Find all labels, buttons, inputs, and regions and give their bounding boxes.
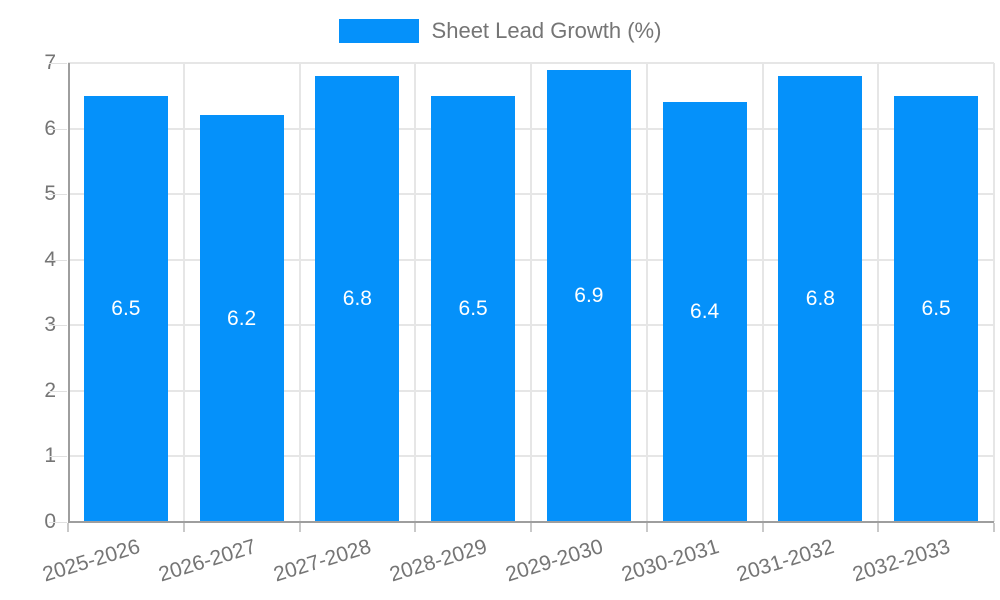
v-gridline [414,63,417,522]
bar[interactable]: 6.9 [546,69,631,522]
v-gridline [298,63,301,522]
x-axis-line [68,521,994,523]
y-axis-label: 4 [12,249,56,270]
y-axis-line [68,63,70,522]
bar[interactable]: 6.4 [662,102,747,522]
y-tick [49,259,67,261]
x-tick [298,523,301,532]
y-tick [49,522,67,523]
y-tick [49,456,67,458]
v-gridline [761,63,764,522]
bar-value-label: 6.5 [458,296,488,320]
v-gridline [993,63,995,522]
x-axis-label: 2030-2031 [618,535,722,587]
plot-area: 6.5 6.2 6.8 6.5 6.9 6.4 6.8 6.5 [68,62,995,523]
x-axis-label: 2032-2033 [850,535,953,587]
y-tick [49,325,67,327]
y-tick [49,128,67,130]
bar[interactable]: 6.5 [83,95,168,522]
legend-swatch [338,19,419,43]
v-gridline [877,63,880,522]
x-tick [761,523,764,532]
x-tick [877,523,880,532]
y-tick [49,194,67,196]
x-tick [182,523,185,532]
bar-value-label: 6.8 [805,287,835,311]
y-axis-label: 0 [12,511,56,532]
x-tick [530,523,532,532]
y-axis-label: 3 [12,314,56,335]
bar-value-label: 6.4 [690,300,720,324]
bar[interactable]: 6.8 [778,76,863,522]
bar-value-label: 6.5 [921,296,951,320]
x-axis-label: 2029-2030 [502,535,606,587]
bar-value-label: 6.2 [227,306,257,330]
bar[interactable]: 6.8 [315,76,400,522]
chart-legend: Sheet Lead Growth (%) [0,18,1000,44]
x-tick [645,523,648,532]
x-axis-label: 2026-2027 [155,535,259,587]
v-gridline [530,63,532,522]
bar[interactable]: 6.5 [894,95,979,522]
y-axis-label: 2 [12,380,56,401]
y-axis-label: 1 [12,445,56,466]
x-tick [67,523,69,532]
x-axis-label: 2031-2032 [734,535,838,587]
y-tick [49,63,67,64]
x-axis-label: 2027-2028 [271,535,375,587]
x-axis-label: 2025-2026 [39,535,143,587]
y-tick [49,390,67,392]
x-axis-label: 2028-2029 [387,535,490,587]
v-gridline [645,63,648,522]
bar[interactable]: 6.2 [199,115,284,522]
x-tick [993,523,995,532]
y-axis-label: 6 [12,118,56,139]
bar-value-label: 6.5 [111,296,141,320]
legend-label: Sheet Lead Growth (%) [431,18,662,43]
bar-value-label: 6.8 [342,287,372,311]
x-tick [414,523,417,532]
bar[interactable]: 6.5 [431,95,516,522]
v-gridline [182,63,185,522]
y-axis-label: 5 [12,183,56,204]
y-axis-label: 7 [12,52,56,73]
bar-value-label: 6.9 [574,283,604,307]
